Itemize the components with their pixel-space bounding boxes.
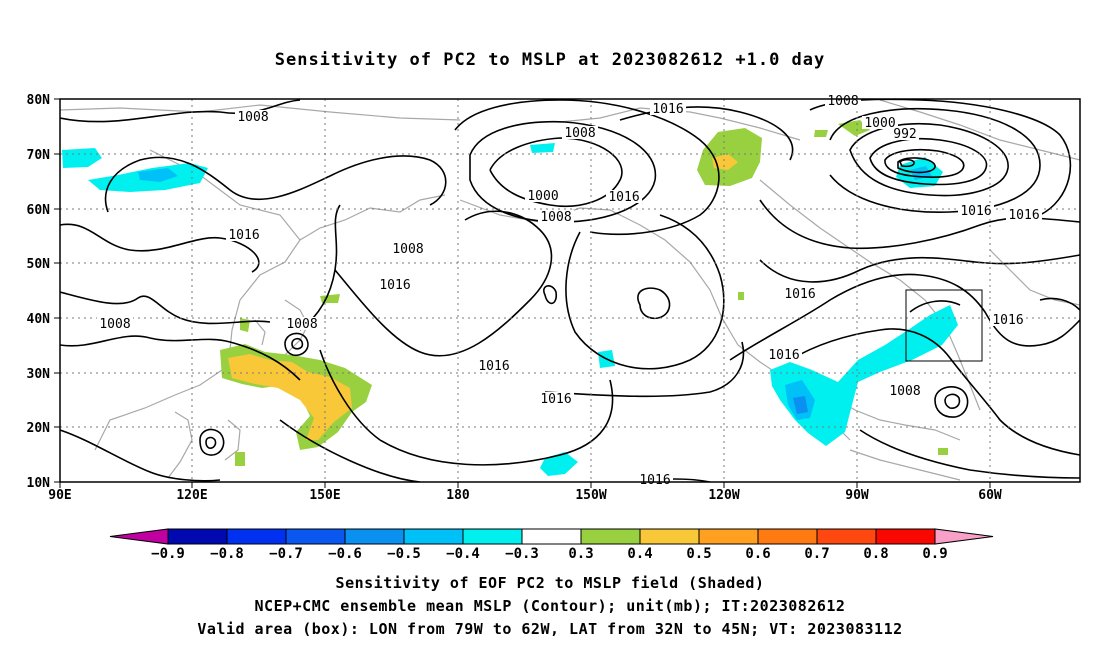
contour-label: 1008 [237,110,268,125]
contour-label: 1008 [564,126,595,141]
contour-label: 1016 [652,102,683,117]
colorbar-label: 0.6 [745,546,770,562]
colorbar-swatch [816,528,877,545]
contour-label: 1008 [827,94,858,109]
contour-label: 1008 [540,210,571,225]
lat-tick-label: 10N [27,476,51,491]
colorbar-swatch [698,528,759,545]
colorbar-swatch [344,528,405,545]
contour-label: 1016 [608,190,639,205]
mslp-contours [60,99,1080,482]
colorbar-swatch [167,528,228,545]
colorbar: −0.9 −0.8 −0.7 −0.6 −0.5 −0.4 −0.3 0.3 0.4 0.5 0.6… [109,528,994,562]
colorbar-high-arrow [934,528,994,545]
colorbar-label: −0.5 [387,546,421,562]
lon-tick-label: 180 [446,488,470,503]
contour-label: 1008 [99,317,130,332]
colorbar-label: 0.4 [627,546,652,562]
contour-label: 1016 [639,473,670,488]
contour-label: 1000 [864,116,895,131]
contour-label: 1008 [889,384,920,399]
colorbar-label: 0.7 [804,546,829,562]
footer-line-1: Sensitivity of EOF PC2 to MSLP field (Sh… [335,574,765,592]
footer-line-2: NCEP+CMC ensemble mean MSLP (Contour); u… [254,597,846,615]
contour-label: 1016 [478,359,509,374]
lat-tick-label: 40N [27,312,51,327]
colorbar-label: −0.7 [269,546,303,562]
colorbar-swatch [521,528,582,545]
lat-tick-label: 30N [27,367,51,382]
lat-tick-label: 60N [27,203,51,218]
valid-area-box [905,289,983,362]
lat-tick-label: 20N [27,421,51,436]
contour-label: 1016 [1008,208,1039,223]
lat-tick-label: 80N [27,93,51,108]
colorbar-swatch [462,528,523,545]
lat-tick-label: 70N [27,148,51,163]
colorbar-swatch [757,528,818,545]
contour-label: 1000 [527,189,558,204]
chart-title: Sensitivity of PC2 to MSLP at 2023082612… [274,50,826,70]
colorbar-label: −0.8 [210,546,244,562]
colorbar-label: −0.9 [151,546,185,562]
lat-lon-grid [60,99,1080,482]
contour-label: 1008 [392,242,423,257]
colorbar-label: −0.6 [328,546,362,562]
longitude-axis: 90E 120E 150E 180 150W 120W 90W 60W [48,482,1002,503]
colorbar-label: 0.3 [568,546,593,562]
lon-tick-label: 150W [575,488,606,503]
contour-label: 1016 [540,392,571,407]
lon-tick-label: 150E [309,488,340,503]
contour-labels: 1008101610081016100810161016100099210081… [97,94,1042,488]
sensitivity-shading [62,120,958,476]
colorbar-label: 0.5 [686,546,711,562]
colorbar-swatch [580,528,641,545]
colorbar-swatch [285,528,346,545]
map-frame [59,98,1081,483]
colorbar-low-arrow [109,528,169,545]
contour-label: 1016 [768,348,799,363]
lon-tick-label: 90E [48,488,71,503]
colorbar-swatch [875,528,936,545]
colorbar-label: 0.8 [863,546,888,562]
map-plot-area [60,99,1080,482]
colorbar-label: −0.3 [505,546,539,562]
colorbar-swatch [403,528,464,545]
contour-label: 1016 [379,278,410,293]
contour-label: 992 [893,127,916,142]
footer-line-3: Valid area (box): LON from 79W to 62W, L… [197,620,903,638]
colorbar-label: −0.4 [446,546,480,562]
colorbar-label: 0.9 [922,546,947,562]
colorbar-swatch [226,528,287,545]
contour-label: 1016 [784,287,815,302]
lon-tick-label: 90W [845,488,869,503]
lat-tick-label: 50N [27,257,51,272]
contour-label: 1016 [992,313,1023,328]
latitude-axis: 80N 70N 60N 50N 40N 30N 20N 10N [27,93,60,491]
colorbar-swatch [639,528,700,545]
lon-tick-label: 120E [176,488,207,503]
lon-tick-label: 60W [978,488,1002,503]
contour-label: 1016 [960,204,991,219]
lon-tick-label: 120W [708,488,739,503]
contour-label: 1008 [286,317,317,332]
contour-label: 1016 [228,228,259,243]
